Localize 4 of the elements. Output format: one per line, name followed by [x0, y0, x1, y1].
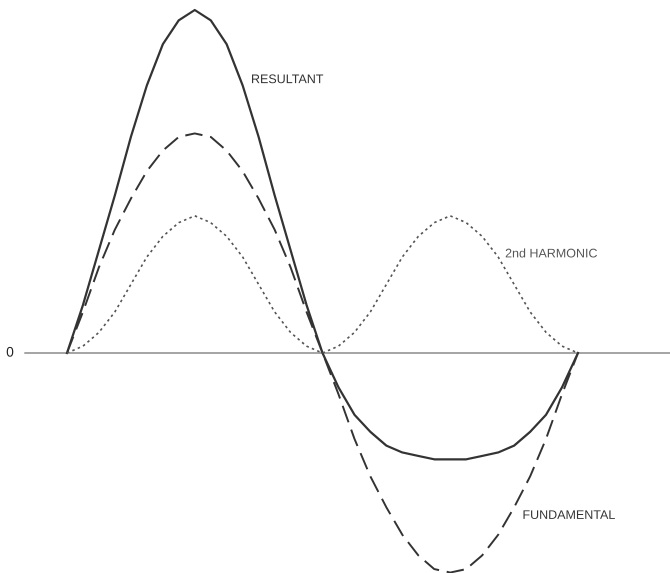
- series-label: RESULTANT: [252, 74, 324, 84]
- series-label: 2nd HARMONIC: [506, 248, 598, 258]
- series-label: FUNDAMENTAL: [523, 510, 615, 520]
- ref-line-label: 0: [6, 346, 14, 357]
